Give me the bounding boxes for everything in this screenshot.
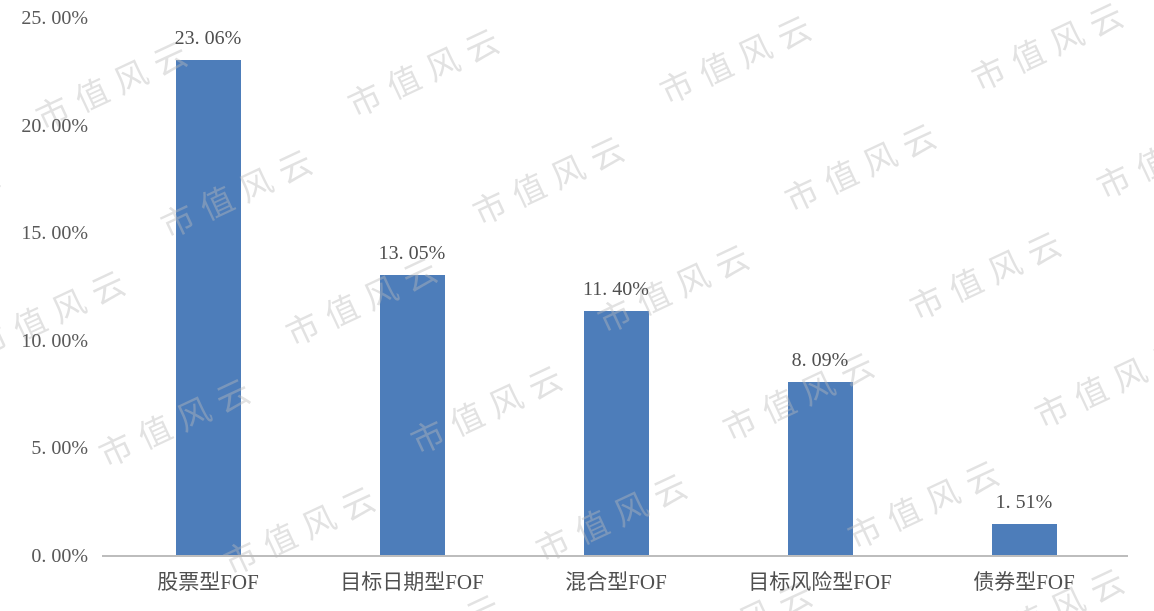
bar-value-label: 13. 05% bbox=[378, 242, 446, 264]
bar-value-label: 8. 09% bbox=[791, 349, 849, 371]
watermark-text: 市值风云 bbox=[780, 114, 952, 221]
x-category-label: 债券型FOF bbox=[973, 570, 1075, 594]
watermark-text: 市值风云 bbox=[1030, 330, 1154, 437]
bar bbox=[788, 382, 853, 556]
watermark-text: 市值风云 bbox=[468, 127, 640, 234]
bar bbox=[992, 524, 1057, 556]
x-category-label: 目标风险型FOF bbox=[748, 570, 892, 594]
watermark-text: 市值风云 bbox=[343, 19, 515, 126]
y-tick-label: 0. 00% bbox=[31, 545, 88, 567]
y-tick-label: 5. 00% bbox=[31, 437, 88, 460]
y-tick-label: 10. 00% bbox=[21, 329, 88, 352]
watermark-text: 市值风云 bbox=[967, 0, 1139, 100]
x-category-label: 目标日期型FOF bbox=[340, 570, 484, 594]
watermark-text: 市值风云 bbox=[905, 222, 1077, 329]
bar-value-label: 11. 40% bbox=[583, 278, 649, 300]
watermark-text: 市值风云 bbox=[655, 6, 827, 113]
y-tick-label: 15. 00% bbox=[21, 222, 88, 245]
y-tick-label: 25. 00% bbox=[21, 7, 88, 29]
bar bbox=[584, 311, 649, 556]
x-category-label: 股票型FOF bbox=[157, 570, 259, 594]
bar-value-label: 1. 51% bbox=[995, 491, 1053, 513]
x-category-label: 混合型FOF bbox=[565, 570, 667, 594]
bar-value-label: 23. 06% bbox=[174, 27, 242, 49]
y-tick-label: 20. 00% bbox=[21, 114, 88, 137]
bar bbox=[380, 275, 445, 556]
watermark-text: 市值风云 bbox=[1092, 101, 1154, 208]
bar bbox=[176, 60, 241, 556]
x-axis-line bbox=[102, 555, 1128, 557]
